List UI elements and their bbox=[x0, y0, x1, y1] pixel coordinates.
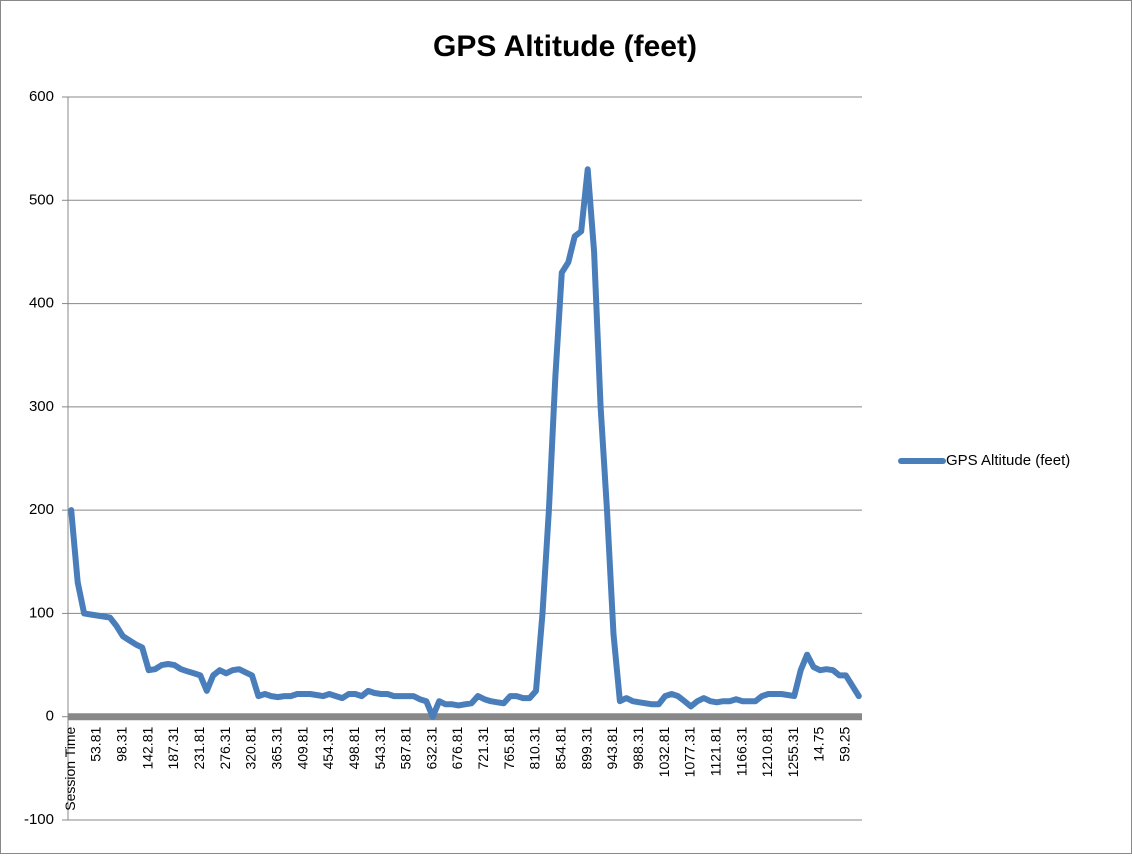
x-tick-label: 1255.31 bbox=[785, 727, 801, 778]
x-tick-label: 1210.81 bbox=[759, 727, 775, 778]
data-line bbox=[68, 166, 862, 720]
x-tick-label: 854.81 bbox=[553, 727, 569, 770]
x-tick-label: 1032.81 bbox=[656, 727, 672, 778]
legend-label: GPS Altitude (feet) bbox=[946, 452, 1070, 469]
y-tick-label: 100 bbox=[29, 604, 54, 621]
x-tick-label: 988.31 bbox=[630, 727, 646, 770]
x-tick-label: 365.31 bbox=[268, 727, 284, 770]
x-tick-label: 98.31 bbox=[114, 727, 130, 762]
x-tick-label: 676.81 bbox=[449, 727, 465, 770]
x-tick-label: 1166.31 bbox=[733, 727, 749, 777]
x-tick-label: 454.31 bbox=[320, 727, 336, 770]
x-tick-label: 1077.31 bbox=[682, 727, 698, 778]
x-tick-label: 943.81 bbox=[604, 727, 620, 770]
x-tick-label: 632.31 bbox=[423, 727, 439, 770]
x-tick-label: 14.75 bbox=[811, 727, 827, 762]
x-tick-label: 1121.81 bbox=[707, 727, 723, 777]
x-tick-label: 276.31 bbox=[217, 727, 233, 770]
x-tick-label: 409.81 bbox=[294, 727, 310, 770]
y-tick-label: -100 bbox=[24, 811, 54, 828]
x-tick-label: 187.31 bbox=[165, 727, 181, 770]
x-tick-label: 765.81 bbox=[501, 727, 517, 770]
x-tick-label: 231.81 bbox=[191, 727, 207, 770]
x-tick-label: 498.81 bbox=[346, 727, 362, 770]
y-tick-label: 300 bbox=[29, 398, 54, 415]
x-tick-label: 543.31 bbox=[372, 727, 388, 770]
x-tick-label: 721.31 bbox=[475, 727, 491, 770]
y-tick-label: 400 bbox=[29, 295, 54, 312]
chart-title: GPS Altitude (feet) bbox=[433, 30, 697, 63]
y-tick-label: 0 bbox=[46, 708, 54, 725]
x-tick-label: 810.31 bbox=[527, 727, 543, 770]
x-tick-label: 142.81 bbox=[139, 727, 155, 770]
x-tick-label: 899.31 bbox=[578, 727, 594, 770]
x-tick-label: Session Time bbox=[62, 727, 78, 811]
x-tick-label: 59.25 bbox=[837, 727, 853, 762]
x-tick-label: 320.81 bbox=[243, 727, 259, 770]
x-tick-label: 53.81 bbox=[88, 727, 104, 762]
x-tick-label: 587.81 bbox=[398, 727, 414, 770]
y-tick-label: 500 bbox=[29, 191, 54, 208]
y-tick-label: 600 bbox=[29, 88, 54, 105]
y-tick-label: 200 bbox=[29, 501, 54, 518]
